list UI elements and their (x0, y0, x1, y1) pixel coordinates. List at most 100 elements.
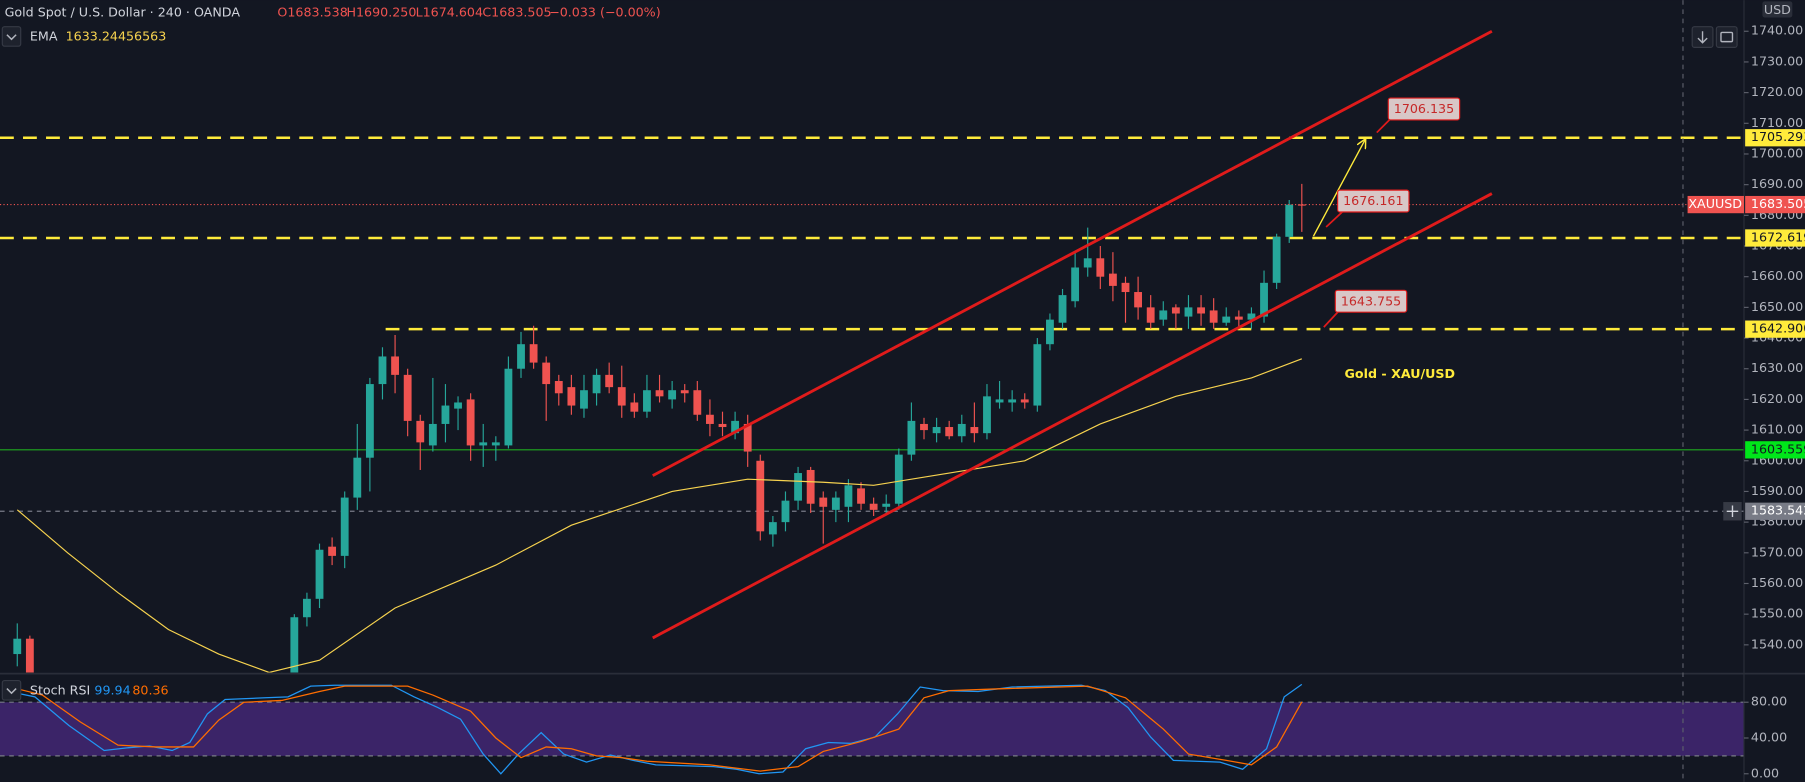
candle-body (491, 442, 500, 446)
last-price-label: 1683.505 (1751, 196, 1805, 211)
candle-body (303, 598, 311, 618)
level-box (1745, 320, 1805, 338)
level-box (1745, 441, 1805, 459)
candle-body (1058, 295, 1067, 323)
stoch-lines (17, 683, 1303, 775)
candle-body (668, 390, 677, 400)
ema-label: EMA (30, 29, 58, 44)
candle-body (428, 423, 437, 446)
candle-body (983, 396, 991, 434)
candle-body (945, 427, 954, 437)
candle-body (680, 390, 689, 394)
candle-body (365, 384, 374, 458)
candle-body (932, 427, 941, 434)
candle-body (1008, 399, 1017, 403)
candle-body (1020, 399, 1029, 403)
candle-body (844, 485, 853, 507)
candle-body (567, 387, 576, 406)
y-tick-label: 1690.00 (1751, 176, 1803, 191)
stoch-toggle[interactable] (1, 679, 22, 701)
y-tick-label: 1610.00 (1751, 422, 1803, 437)
callout-box (1334, 289, 1408, 313)
price-axis: 1540.001550.001560.001570.001580.001590.… (1743, 23, 1803, 780)
symbol-tag (1687, 195, 1744, 214)
candle-body (1134, 292, 1143, 308)
currency-box[interactable] (1762, 1, 1793, 18)
candle-body (781, 500, 790, 523)
candle-body (1234, 316, 1243, 320)
candle-body (995, 399, 1004, 403)
candle-body (794, 473, 802, 501)
y-tick-label: 1560.00 (1751, 575, 1803, 590)
y-tick-label: 1630.00 (1751, 360, 1803, 375)
candle-body (1260, 282, 1268, 317)
candle-body (957, 423, 966, 437)
fullscreen-button[interactable] (1715, 26, 1738, 48)
candle-body (1083, 258, 1092, 268)
symbol-tag-label: XAUUSD (1688, 196, 1742, 211)
plus-icon (1726, 505, 1739, 518)
candle-body (718, 423, 727, 428)
candle-body (831, 497, 840, 510)
currency-label: USD (1764, 2, 1791, 17)
y-tick-label: 1550.00 (1751, 606, 1803, 621)
candle-body (693, 390, 702, 415)
candle-body (592, 374, 601, 394)
channel-upper (652, 29, 1493, 477)
y-tick-label: 1620.00 (1751, 391, 1803, 406)
callout-pointer (1325, 211, 1343, 228)
stoch-pane (0, 701, 1744, 757)
candle-body (1121, 282, 1130, 293)
candle-body (869, 503, 878, 510)
candle-body (1184, 307, 1193, 317)
level-box (1745, 129, 1805, 147)
y-tick-label: 1660.00 (1751, 268, 1803, 283)
candle-body (617, 387, 626, 406)
callout-pointer (1376, 118, 1392, 134)
candle-body (416, 420, 425, 443)
candle-body (1209, 310, 1218, 323)
crosshair-box (1745, 502, 1805, 520)
candle-body (1285, 204, 1294, 237)
candle-body (1071, 267, 1080, 302)
candle-body (1222, 316, 1231, 323)
level-label: 1672.619 (1751, 229, 1805, 244)
level-box (1745, 229, 1805, 247)
channel-lower (652, 192, 1493, 640)
candle-body (353, 457, 362, 498)
level-label: 1642.900 (1751, 321, 1805, 336)
candle-body (1171, 307, 1180, 314)
candle-body (1159, 310, 1168, 320)
candle-body (542, 362, 551, 385)
callout-pointer (1323, 310, 1340, 328)
ema-toggle[interactable] (1, 26, 22, 47)
chevron-icon (6, 34, 17, 41)
callout-box (1387, 97, 1461, 121)
candle-body (605, 374, 614, 388)
candle-body (13, 638, 22, 655)
level-label: 1603.559 (1751, 441, 1805, 456)
ohlc-high: H1690.250 (346, 4, 416, 19)
stoch-tick-label: 40.00 (1751, 729, 1787, 744)
candle-body (517, 344, 525, 369)
candle-body (894, 454, 903, 504)
y-tick-label: 1730.00 (1751, 53, 1803, 68)
last-price-box (1745, 195, 1805, 214)
callout-label: 1643.755 (1341, 293, 1401, 308)
candle-body (441, 405, 450, 424)
callout-label: 1706.135 (1394, 101, 1454, 116)
candle-body (731, 420, 740, 434)
y-tick-label: 1590.00 (1751, 483, 1803, 498)
y-tick-label: 1570.00 (1751, 544, 1803, 559)
candle-body (768, 522, 777, 535)
candle-body (1096, 258, 1105, 277)
y-tick-label: 1710.00 (1751, 115, 1803, 130)
candle-body (290, 617, 299, 673)
candle-body (743, 423, 752, 452)
candle-body (882, 503, 891, 507)
y-tick-label: 1720.00 (1751, 84, 1803, 99)
candle-body (1297, 204, 1306, 206)
ohlc-change: −0.033 (−0.00%) (549, 4, 661, 19)
ema-value: 1633.24456563 (66, 29, 167, 44)
